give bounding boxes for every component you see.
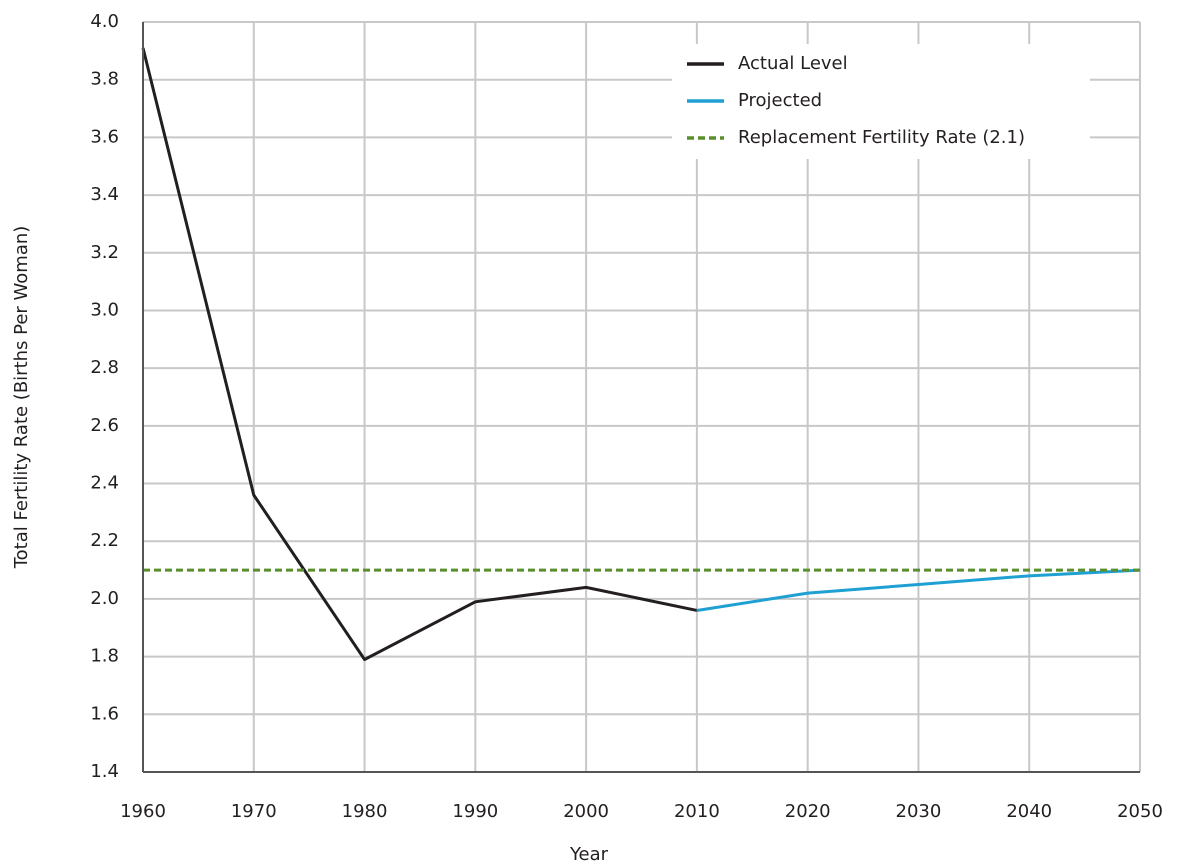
y-tick-label: 1.6 [90,703,119,724]
y-tick-label: 2.0 [90,588,119,609]
y-tick-label: 2.6 [90,415,119,436]
y-tick-label: 2.4 [90,473,119,494]
x-tick-label: 2040 [1006,801,1052,822]
legend: Actual Level Projected Replacement Fertili… [672,44,1090,159]
x-tick-label: 2010 [674,801,720,822]
y-tick-label: 3.4 [90,184,119,205]
x-tick-label: 2030 [896,801,942,822]
grid [142,21,1141,773]
series-line [696,568,1141,612]
legend-label: Actual Level [738,53,848,74]
legend-label: Replacement Fertility Rate (2.1) [738,127,1025,148]
x-axis-label: Year [569,844,609,865]
x-tick-label: 2020 [785,801,831,822]
series-line [141,47,698,661]
x-tick-label: 1990 [452,801,498,822]
y-tick-label: 2.8 [90,357,119,378]
y-tick-label: 3.6 [90,126,119,147]
plot-lines [141,47,1141,661]
y-tick-label: 2.2 [90,530,119,551]
x-tick-label: 1980 [342,801,388,822]
x-tick-label: 1970 [231,801,277,822]
x-tick-label: 1960 [120,801,166,822]
y-tick-label: 4.0 [90,11,119,32]
axes: 1.4 1.6 1.8 2.0 2.2 2.4 2.6 2.8 3.0 3.2 3.4 3.6 3.8 4… [90,11,1163,822]
x-tick-label: 2050 [1117,801,1163,822]
legend-box [672,44,1090,159]
y-tick-label: 3.8 [90,69,119,90]
y-tick-label: 1.4 [90,761,119,782]
legend-label: Projected [738,90,822,111]
y-tick-label: 1.8 [90,646,119,667]
y-tick-label: 3.0 [90,299,119,320]
x-tick-label: 2000 [563,801,609,822]
y-tick-label: 3.2 [90,242,119,263]
y-axis-label: Total Fertility Rate (Births Per Woman) [11,226,32,570]
